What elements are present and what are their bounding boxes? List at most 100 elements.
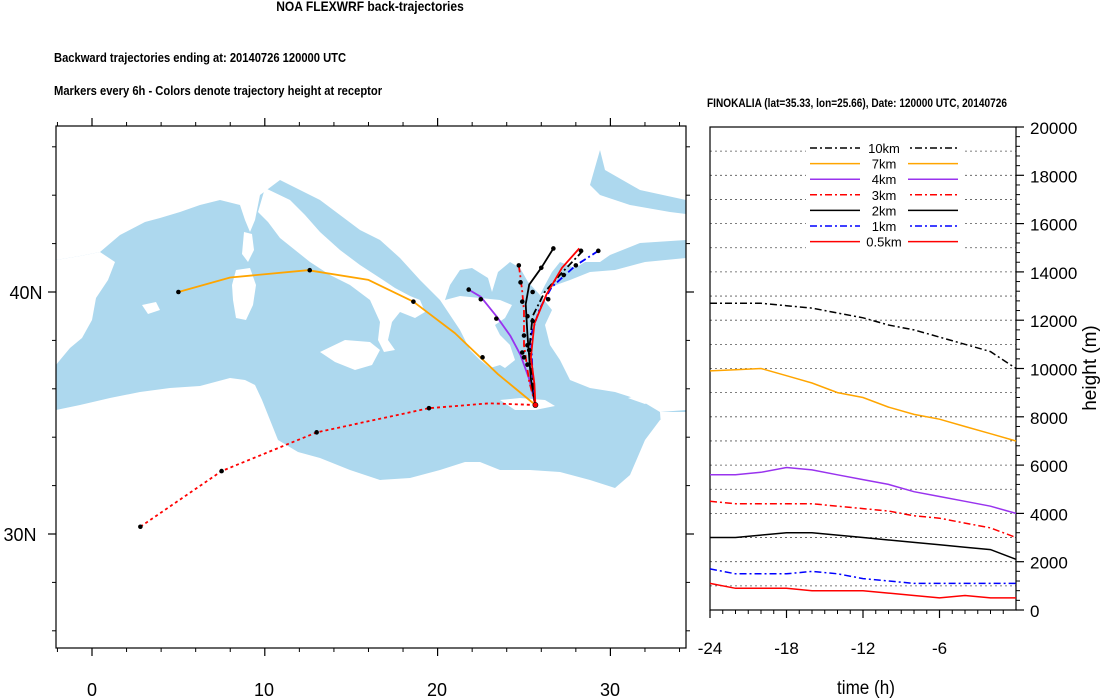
profile-series-10km <box>710 302 1017 370</box>
subtitle-end-time: Backward trajectories ending at: 2014072… <box>54 50 347 65</box>
land-europe <box>56 126 686 368</box>
profile-x-tick-label: -6 <box>932 639 947 658</box>
profile-y-tick-label: 18000 <box>1030 167 1077 186</box>
lon-label-10: 10 <box>254 680 274 700</box>
profile-x-tick-label: -24 <box>698 639 723 658</box>
land-africa <box>56 378 686 648</box>
trajectory-map: 0 10 20 30 40N 30N <box>3 118 694 700</box>
profile-frame <box>709 126 1017 611</box>
trajectory-10km <box>528 250 584 406</box>
map-markers <box>138 246 601 530</box>
legend-label-7km: 7km <box>872 157 897 172</box>
lon-label-20: 20 <box>427 680 447 700</box>
trajectory-marker <box>219 468 224 474</box>
profile-series-0.5km <box>709 582 1016 599</box>
profile-y-tick-label: 2000 <box>1030 554 1068 573</box>
land-levant <box>660 412 686 480</box>
profile-series <box>709 302 1017 599</box>
profile-y-tick-label: 20000 <box>1030 119 1077 138</box>
trajectory-marker <box>466 287 472 292</box>
land-masses <box>56 126 686 648</box>
profile-y-tick-label: 6000 <box>1030 457 1068 476</box>
trajectory-0.5km-red <box>530 247 580 406</box>
land-sicily <box>320 340 380 370</box>
trajectory-marker <box>596 248 601 254</box>
legend-label-bg <box>860 203 908 217</box>
trajectory-3km <box>517 265 537 406</box>
land-cyprus <box>628 392 662 404</box>
profile-x-label: time (h) <box>837 677 895 698</box>
profile-gridlines <box>710 150 1016 587</box>
trajectory-marker <box>478 296 484 302</box>
page-title: NOA FLEXWRF back-trajectories <box>276 0 464 14</box>
trajectory-marker <box>530 318 535 324</box>
profile-ticks: 0 2000 4000 6000 8000 10000 12000 14000 16000 180… <box>698 119 1078 658</box>
legend-label-bg <box>860 172 908 186</box>
trajectory-marker <box>518 280 523 285</box>
trajectory-marker <box>526 347 532 353</box>
legend-label-4km: 4km <box>872 172 897 187</box>
profile-y-tick-label: 16000 <box>1030 216 1077 235</box>
subtitle-markers: Markers every 6h - Colors denote traject… <box>54 83 383 98</box>
trajectory-marker <box>530 289 535 295</box>
trajectory-marker <box>538 265 544 271</box>
trajectory-marker <box>519 299 525 304</box>
profile-y-tick-label: 4000 <box>1030 505 1068 524</box>
land-sardinia <box>232 268 256 320</box>
receptor-marker <box>532 402 539 408</box>
trajectory-marker <box>573 263 579 268</box>
trajectory-marker <box>314 430 319 435</box>
legend-label-bg <box>860 141 908 154</box>
trajectory-marker <box>521 355 527 360</box>
land-corsica <box>242 232 254 262</box>
trajectory-marker <box>545 296 551 302</box>
trajectory-marker <box>307 267 313 273</box>
legend-label-10km: 10km <box>868 141 900 156</box>
land-iberia <box>56 252 115 365</box>
land-greece <box>445 296 515 368</box>
profile-series-7km <box>709 367 1017 442</box>
profile-title: FINOKALIA (lat=35.33, lon=25.66), Date: … <box>707 96 1007 110</box>
lat-label-40n: 40N <box>9 283 42 303</box>
trajectory-marker <box>521 333 527 338</box>
trajectory-marker <box>525 313 530 319</box>
map-frame <box>55 125 687 649</box>
land-italy <box>258 188 425 352</box>
trajectory-marker <box>176 289 181 295</box>
profile-y-tick-label: 12000 <box>1030 312 1077 331</box>
legend-label-bg <box>860 187 908 201</box>
profile-y-tick-label: 0 <box>1030 602 1039 621</box>
profile-y-tick-label: 14000 <box>1030 264 1077 283</box>
legend-label-bg <box>860 219 908 232</box>
trajectory-0.5km <box>139 402 536 528</box>
land-turkey <box>540 258 686 412</box>
lon-label-30: 30 <box>600 680 620 700</box>
legend-label-0.5km: 0.5km <box>866 235 901 250</box>
profile-series-3km <box>709 500 1017 539</box>
profile-y-tick-label: 10000 <box>1030 361 1077 380</box>
legend-label-bg <box>860 234 908 248</box>
trajectory-marker <box>426 405 432 411</box>
profile-series-2km <box>710 531 1017 561</box>
trajectory-marker <box>480 355 485 360</box>
trajectory-7km <box>178 269 536 406</box>
map-ticks <box>48 118 694 656</box>
profile-y-label: height (m) <box>1080 325 1100 411</box>
trajectory-marker <box>551 246 556 251</box>
trajectory-marker <box>561 272 567 278</box>
trajectory-marker <box>519 350 525 355</box>
legend-label-bg <box>860 156 908 170</box>
profile-y-tick-label: 8000 <box>1030 409 1068 428</box>
legend-label-3km: 3km <box>872 188 897 203</box>
trajectory-4km <box>468 288 537 406</box>
legend-label-2km: 2km <box>872 203 897 218</box>
trajectory-marker <box>494 316 499 321</box>
trajectory-marker <box>138 524 143 530</box>
trajectory-marker <box>525 342 530 348</box>
land-balearics <box>142 302 160 314</box>
trajectory-marker <box>411 299 416 304</box>
profile-series-4km <box>710 466 1017 515</box>
profile-x-tick-label: -12 <box>851 639 876 658</box>
trajectory-marker <box>578 248 584 254</box>
